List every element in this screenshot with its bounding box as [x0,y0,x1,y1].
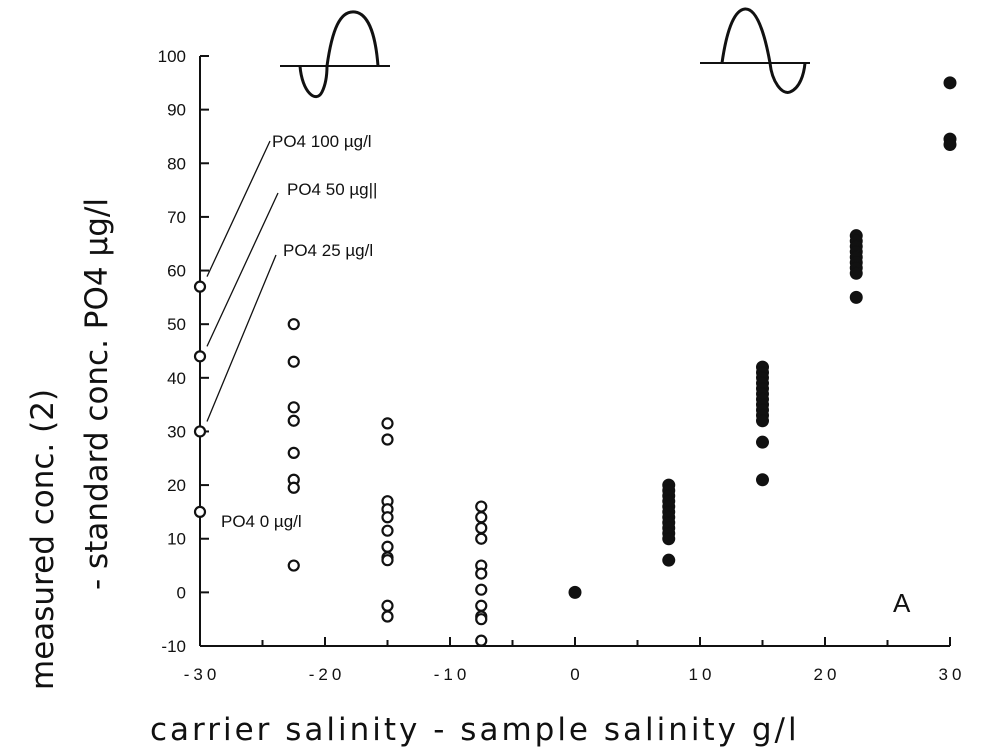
open-data-point [475,567,488,580]
open-data-point [381,599,394,612]
y-axis-title-line2: - standard conc. PO4 µg/l [79,198,115,590]
open-data-point [287,446,300,460]
open-data-point [475,521,488,535]
open-data-point [475,511,488,524]
open-data-point [381,417,394,430]
annotation-label: PO4 25 µg/l [283,241,373,260]
y-tick-label: 90 [167,101,186,120]
x-tick-label: -20 [309,665,346,684]
y-tick-label: 80 [167,154,186,173]
filled-data-point [662,532,676,546]
axes: -10 0 10 20 30 40 50 60 70 80 90 100 -30 -20 -10 0 10 20 3… [158,47,966,684]
y-tick-label: 40 [167,369,186,388]
y-tick-label: 10 [167,530,186,549]
open-data-point [287,414,300,427]
annotation-leader-line [206,254,277,422]
open-data-point [475,583,488,596]
filled-data-point [943,76,957,90]
open-data-point [475,532,488,545]
y-tick-label: 70 [167,208,186,227]
open-data-point [475,500,488,513]
data-points [193,76,957,647]
x-tick-label: 20 [814,665,841,684]
annotation-label: PO4 100 µg/l [272,132,372,151]
open-data-point [381,524,394,537]
annotation-label: PO4 50 µg|| [287,180,377,199]
open-data-point [287,355,300,368]
open-data-point [381,433,394,446]
filled-data-point [756,435,769,449]
annotations: PO4 100 µg/l PO4 50 µg|| PO4 25 µg/l PO4 0 … [206,132,377,531]
open-data-point [193,425,207,438]
x-tick-label: -10 [434,665,471,684]
annotation-leader-line [206,192,279,347]
filled-data-point [849,266,863,280]
x-tick-label: -30 [184,665,221,684]
y-tick-label: 0 [177,583,186,602]
x-tick-label: 30 [939,665,966,684]
open-data-point [475,634,488,647]
filled-data-point [568,585,582,599]
waveform-curve [298,10,380,99]
open-data-point [287,481,300,494]
y-tick-label: 100 [158,47,186,66]
x-axis-title: carrier salinity - sample salinity g/l [150,712,800,748]
open-data-point [193,280,207,293]
filled-data-point [849,290,863,304]
waveform-curve [720,7,807,94]
filled-data-point [943,138,957,151]
open-data-point [287,559,300,572]
x-tick-label: 0 [570,665,583,684]
annotation-leader-line [206,140,271,277]
waveform-sketches [280,7,810,99]
y-tick-label: 50 [167,315,186,334]
open-data-point [381,554,394,567]
open-data-point [381,540,394,553]
panel-label: A [893,588,911,618]
y-tick-label: 30 [167,422,186,441]
open-data-point [287,401,300,414]
open-data-point [193,350,207,363]
open-data-point [287,318,300,331]
open-data-point [475,613,488,626]
y-tick-label: 20 [167,476,186,495]
open-data-point [381,610,394,623]
annotation-label: PO4 0 µg/l [221,512,302,531]
y-tick-label: 60 [167,262,186,281]
filled-data-point [756,473,769,487]
open-data-point [193,505,207,519]
open-data-point [475,599,488,612]
y-axis-title: measured conc. (2) [25,389,61,690]
filled-data-point [756,414,769,428]
x-tick-label: 10 [689,665,716,684]
open-data-point [381,511,394,524]
filled-data-point [662,553,676,567]
y-tick-label: -10 [161,637,186,656]
